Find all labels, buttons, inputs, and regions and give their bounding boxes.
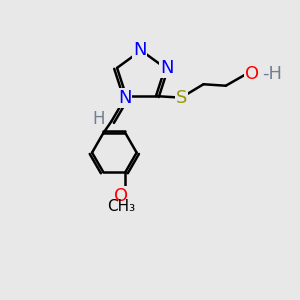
Text: N: N (118, 88, 131, 106)
Text: O: O (114, 187, 128, 205)
Text: H: H (93, 110, 105, 128)
Text: S: S (176, 88, 187, 106)
Text: N: N (133, 41, 146, 59)
Text: O: O (245, 65, 259, 83)
Text: -H: -H (262, 65, 282, 83)
Text: N: N (160, 59, 173, 77)
Text: CH₃: CH₃ (107, 199, 135, 214)
